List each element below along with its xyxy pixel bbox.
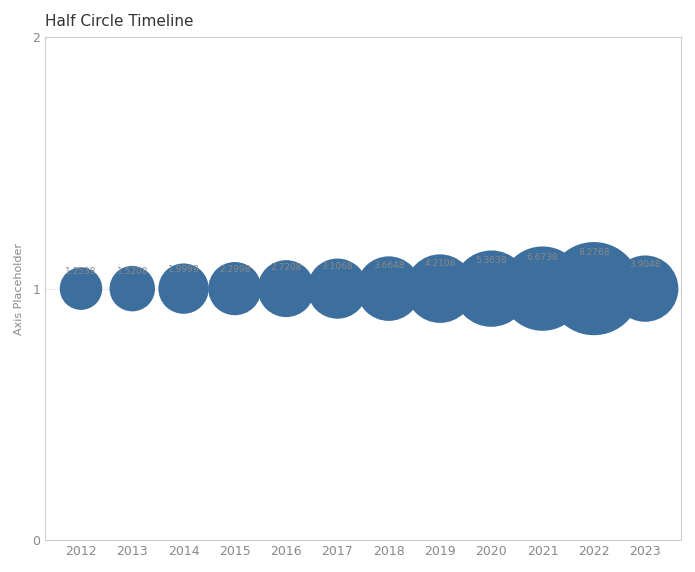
Text: 2.2998: 2.2998 <box>219 264 251 273</box>
Point <box>126 284 138 293</box>
Text: 3.9048: 3.9048 <box>630 260 661 269</box>
Text: 8.2768: 8.2768 <box>578 248 610 257</box>
Point <box>639 284 651 293</box>
Text: 1.5208: 1.5208 <box>117 267 148 276</box>
Text: 6.6738: 6.6738 <box>527 253 559 261</box>
Text: 1.9998: 1.9998 <box>167 265 199 275</box>
Y-axis label: Axis Placeholder: Axis Placeholder <box>14 243 24 335</box>
Point <box>332 284 343 293</box>
Text: 5.3638: 5.3638 <box>475 256 507 265</box>
Point <box>76 284 87 293</box>
Text: 3.1068: 3.1068 <box>322 263 353 271</box>
Point <box>537 284 548 293</box>
Text: 3.6648: 3.6648 <box>373 261 404 270</box>
Text: 1.2538: 1.2538 <box>65 267 97 276</box>
Text: 4.2108: 4.2108 <box>425 259 456 268</box>
Point <box>178 284 189 293</box>
Point <box>589 284 600 293</box>
Text: Half Circle Timeline: Half Circle Timeline <box>45 14 194 29</box>
Point <box>486 284 497 293</box>
Point <box>229 284 240 293</box>
Text: 2.7208: 2.7208 <box>270 263 302 272</box>
Point <box>434 284 445 293</box>
Point <box>281 284 292 293</box>
Point <box>383 284 394 293</box>
